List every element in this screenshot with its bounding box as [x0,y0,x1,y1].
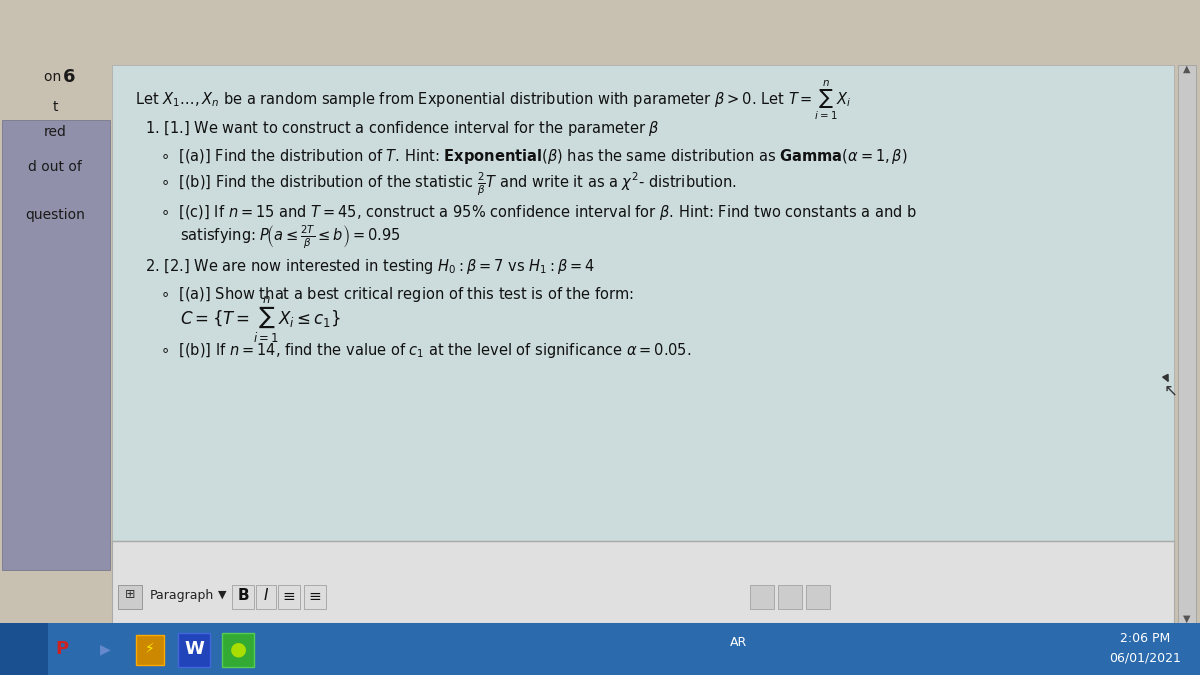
Text: ≡: ≡ [308,589,322,603]
Bar [112,65,1174,623]
Text: satisfying: $P\!\left(a \leq \frac{2T}{\beta} \leq b\right) = 0.95$: satisfying: $P\!\left(a \leq \frac{2T}{\… [180,223,401,250]
Text: P: P [55,640,68,658]
Text: ≡: ≡ [283,589,295,603]
Text: question: question [25,208,85,222]
Bar [2,120,110,570]
Bar [778,585,802,609]
Text: t: t [53,100,58,114]
Text: W: W [184,640,204,658]
Text: ▲: ▲ [1183,64,1190,74]
Text: $\circ$  [(c)] If $n = 15$ and $T = 45$, construct a 95% confidence interval for: $\circ$ [(c)] If $n = 15$ and $T = 45$, … [160,202,917,221]
Text: Paragraph: Paragraph [150,589,215,601]
Text: 6: 6 [62,68,76,86]
Bar [278,585,300,609]
Bar [0,623,1200,675]
Text: I: I [264,589,269,603]
Text: 2. [2.] We are now interested in testing $H_0 : \beta = 7$ vs $H_1 : \beta = 4$: 2. [2.] We are now interested in testing… [145,256,595,275]
Text: $\circ$  [(b)] If $n = 14$, find the value of $c_1$ at the level of significance: $\circ$ [(b)] If $n = 14$, find the valu… [160,342,691,360]
Text: red: red [43,125,66,139]
Text: ⊞: ⊞ [125,589,136,601]
Bar [806,585,830,609]
Text: 06/01/2021: 06/01/2021 [1109,651,1181,664]
Text: Let $X_1 \ldots, X_n$ be a random sample from Exponential distribution with para: Let $X_1 \ldots, X_n$ be a random sample… [134,78,852,121]
Text: ●: ● [229,639,246,659]
Bar [232,585,254,609]
Bar [112,541,1174,623]
Text: $C = \{T = \sum_{i=1}^{n} X_i \leq c_1\}$: $C = \{T = \sum_{i=1}^{n} X_i \leq c_1\}… [180,295,341,345]
Bar [750,585,774,609]
Text: ▶: ▶ [100,642,110,656]
Bar [256,585,276,609]
Text: 2:06 PM: 2:06 PM [1120,632,1170,645]
Bar [178,633,210,667]
Bar [1178,65,1196,623]
Text: 1. [1.] We want to construct a confidence interval for the parameter $\beta$: 1. [1.] We want to construct a confidenc… [145,119,660,138]
Text: $\circ$  [(a)] Find the distribution of $T$. Hint: $\mathbf{Exponential}(\beta)$: $\circ$ [(a)] Find the distribution of $… [160,146,907,165]
Bar [118,585,142,609]
Bar [304,585,326,609]
Text: $\circ$  [(a)] Show that a best critical region of this test is of the form:: $\circ$ [(a)] Show that a best critical … [160,284,634,304]
Bar [136,635,164,665]
Text: AR: AR [730,637,748,649]
Text: ▼: ▼ [218,590,227,600]
Text: d out of: d out of [28,160,82,174]
Bar [0,623,48,675]
Text: ▼: ▼ [1183,614,1190,624]
Text: ↖: ↖ [1164,381,1178,399]
Text: B: B [238,589,248,603]
Text: ⚡: ⚡ [145,642,155,656]
Bar [222,633,254,667]
Text: $\circ$  [(b)] Find the distribution of the statistic $\frac{2}{\beta}T$ and wri: $\circ$ [(b)] Find the distribution of t… [160,170,737,198]
Text: on: on [44,70,66,84]
